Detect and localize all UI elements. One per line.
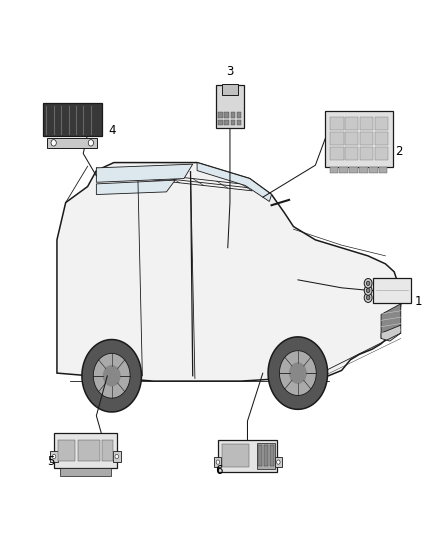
FancyBboxPatch shape — [257, 443, 275, 469]
FancyBboxPatch shape — [102, 440, 113, 461]
FancyBboxPatch shape — [373, 278, 411, 303]
Polygon shape — [57, 163, 401, 381]
FancyBboxPatch shape — [330, 132, 343, 145]
FancyBboxPatch shape — [360, 147, 373, 160]
FancyBboxPatch shape — [359, 166, 367, 173]
Circle shape — [364, 279, 372, 288]
FancyBboxPatch shape — [231, 112, 235, 118]
Text: 4: 4 — [108, 124, 116, 137]
FancyBboxPatch shape — [218, 440, 277, 472]
FancyBboxPatch shape — [269, 445, 273, 466]
Circle shape — [103, 366, 120, 386]
FancyBboxPatch shape — [50, 451, 58, 462]
Circle shape — [290, 363, 306, 383]
FancyBboxPatch shape — [275, 457, 282, 467]
FancyBboxPatch shape — [222, 444, 249, 467]
FancyBboxPatch shape — [329, 166, 338, 173]
FancyBboxPatch shape — [222, 84, 238, 95]
FancyBboxPatch shape — [330, 147, 343, 160]
FancyBboxPatch shape — [237, 112, 241, 118]
Polygon shape — [279, 351, 316, 395]
FancyBboxPatch shape — [345, 147, 358, 160]
FancyBboxPatch shape — [345, 117, 358, 130]
FancyBboxPatch shape — [216, 85, 244, 128]
Text: 2: 2 — [395, 146, 403, 158]
FancyBboxPatch shape — [360, 117, 373, 130]
Polygon shape — [268, 337, 328, 409]
Text: 1: 1 — [414, 295, 422, 308]
Polygon shape — [381, 304, 401, 338]
FancyBboxPatch shape — [360, 132, 373, 145]
Circle shape — [366, 295, 370, 300]
FancyBboxPatch shape — [237, 120, 241, 125]
FancyBboxPatch shape — [218, 112, 223, 118]
FancyBboxPatch shape — [375, 147, 388, 160]
FancyBboxPatch shape — [47, 138, 97, 148]
FancyBboxPatch shape — [42, 103, 102, 136]
Circle shape — [53, 454, 56, 458]
Text: 5: 5 — [47, 455, 54, 467]
FancyBboxPatch shape — [339, 166, 348, 173]
FancyBboxPatch shape — [258, 445, 262, 466]
FancyBboxPatch shape — [113, 451, 121, 462]
Circle shape — [277, 460, 280, 464]
FancyBboxPatch shape — [225, 120, 229, 125]
Circle shape — [364, 293, 372, 302]
FancyBboxPatch shape — [214, 457, 221, 467]
FancyBboxPatch shape — [231, 120, 235, 125]
Circle shape — [216, 460, 219, 464]
Polygon shape — [82, 340, 141, 412]
FancyBboxPatch shape — [54, 433, 117, 468]
FancyBboxPatch shape — [350, 166, 358, 173]
Polygon shape — [381, 325, 401, 341]
FancyBboxPatch shape — [345, 132, 358, 145]
FancyBboxPatch shape — [225, 112, 229, 118]
FancyBboxPatch shape — [375, 132, 388, 145]
Polygon shape — [96, 180, 175, 195]
FancyBboxPatch shape — [375, 117, 388, 130]
FancyBboxPatch shape — [60, 468, 110, 475]
Polygon shape — [96, 164, 193, 182]
Circle shape — [366, 281, 370, 286]
FancyBboxPatch shape — [58, 440, 74, 461]
FancyBboxPatch shape — [325, 111, 393, 166]
Polygon shape — [93, 353, 130, 398]
FancyBboxPatch shape — [218, 120, 223, 125]
Polygon shape — [197, 163, 272, 201]
FancyBboxPatch shape — [78, 440, 100, 461]
Circle shape — [115, 454, 118, 458]
Circle shape — [88, 140, 94, 146]
Circle shape — [51, 140, 56, 146]
FancyBboxPatch shape — [369, 166, 378, 173]
Circle shape — [364, 286, 372, 295]
FancyBboxPatch shape — [330, 117, 343, 130]
FancyBboxPatch shape — [379, 166, 387, 173]
FancyBboxPatch shape — [264, 445, 268, 466]
Circle shape — [366, 288, 370, 293]
Text: 3: 3 — [226, 66, 233, 78]
Text: 6: 6 — [215, 464, 223, 477]
